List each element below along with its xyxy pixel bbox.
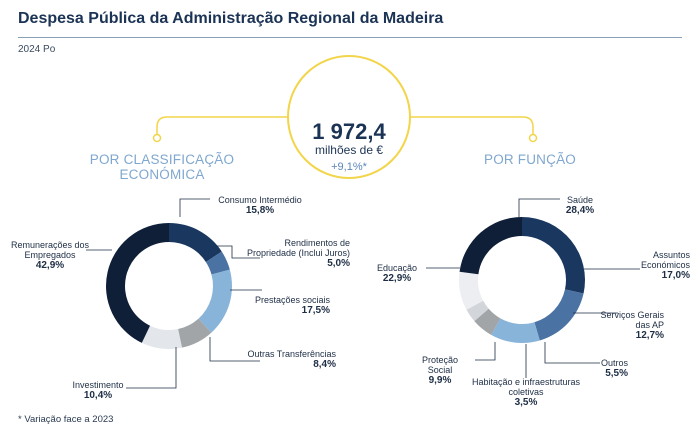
donut-slice-servi-os-gerais-das-ap bbox=[491, 318, 540, 344]
value-label: 8,4% bbox=[313, 359, 336, 370]
category-label: Outras Transferências bbox=[247, 349, 336, 359]
value-label: 22,9% bbox=[382, 273, 412, 284]
category-label: Remunerações dos Empregados bbox=[10, 240, 90, 260]
value-label: 12,7% bbox=[635, 330, 664, 341]
left-connector bbox=[156, 116, 292, 134]
donut-slice-remunera-es-dos-empregados bbox=[105, 223, 169, 343]
donut-slice-assuntos-econ-micos bbox=[534, 289, 584, 341]
value-label: 10,4% bbox=[83, 390, 113, 401]
donut-slice-presta-es-sociais bbox=[198, 269, 233, 333]
category-label: Investimento bbox=[72, 380, 124, 390]
label-educacao: Educação 22,9% bbox=[372, 263, 422, 284]
label-saude: Saúde 28,4% bbox=[552, 195, 608, 216]
donut-slice-habita-o-e-infraestruturas-coletivas bbox=[466, 300, 489, 322]
value-label: 3,5% bbox=[514, 397, 538, 408]
value-label: 9,9% bbox=[428, 375, 452, 386]
category-label: Outros bbox=[600, 358, 628, 368]
value-label: 42,9% bbox=[35, 260, 65, 271]
category-label: Saúde bbox=[566, 195, 594, 205]
label-consumo-intermedio: Consumo Intermédio 15,8% bbox=[212, 195, 308, 216]
leader-lines-right bbox=[426, 198, 640, 378]
donut-slice-outras-transfer-ncias bbox=[178, 318, 212, 348]
category-label: Serviços Gerais das AP bbox=[600, 310, 664, 330]
donut-slice-investimento bbox=[141, 325, 182, 350]
value-label: 17,5% bbox=[301, 305, 330, 316]
section-title-economic: POR CLASSIFICAÇÃO ECONÓMICA bbox=[89, 152, 235, 182]
donut-slice-educa-o bbox=[459, 217, 522, 275]
category-label: Assuntos Económicos bbox=[640, 250, 690, 270]
category-label: Educação bbox=[376, 263, 418, 273]
value-label: 5,5% bbox=[605, 368, 628, 379]
donut-economic-classification bbox=[105, 223, 233, 350]
donut-function bbox=[459, 217, 585, 344]
label-remuneracoes: Remunerações dos Empregados 42,9% bbox=[6, 240, 94, 271]
value-label: 17,0% bbox=[661, 270, 690, 281]
leader-lines-left bbox=[86, 198, 262, 389]
label-prestacoes: Prestações sociais 17,5% bbox=[240, 295, 330, 316]
label-rendimentos: Rendimentos de Propriedade (Inclui Juros… bbox=[240, 238, 350, 269]
category-label: Habitação e infraestruturas coletivas bbox=[471, 377, 581, 397]
left-connector-dot bbox=[152, 133, 162, 143]
donut-slice-consumo-interm-dio bbox=[169, 223, 222, 262]
label-protecao-social: Proteção Social 9,9% bbox=[410, 355, 470, 386]
total-expenditure-circle: 1 972,4 milhões de € +9,1%* bbox=[287, 55, 411, 179]
donut-slice-sa-de bbox=[522, 217, 585, 294]
category-label: Rendimentos de Propriedade (Inclui Juros… bbox=[246, 238, 350, 258]
donut-slice-prote-o-social bbox=[459, 271, 484, 310]
value-label: 28,4% bbox=[565, 205, 595, 216]
donut-slice-rendimentos-de-propriedade-inclui-juros- bbox=[205, 251, 230, 275]
value-label: 5,0% bbox=[327, 258, 350, 269]
right-connector-dot bbox=[528, 133, 538, 143]
category-label: Proteção Social bbox=[421, 355, 459, 375]
total-value: 1 972,4 bbox=[312, 119, 386, 144]
label-assuntos-economicos: Assuntos Económicos 17,0% bbox=[604, 250, 690, 281]
total-unit: milhões de € bbox=[314, 143, 384, 157]
label-outras-transferencias: Outras Transferências 8,4% bbox=[240, 349, 336, 370]
category-label: Prestações sociais bbox=[254, 295, 330, 305]
category-label: Consumo Intermédio bbox=[218, 195, 302, 205]
donut-slice-outros bbox=[474, 308, 501, 335]
label-investimento: Investimento 10,4% bbox=[56, 380, 140, 401]
section-title-function: POR FUNÇÃO bbox=[483, 152, 576, 167]
footnote: * Variação face a 2023 bbox=[18, 414, 114, 425]
change-value: +9,1%* bbox=[331, 161, 367, 173]
page-title: Despesa Pública da Administração Regiona… bbox=[18, 10, 444, 27]
period-label: 2024 Po bbox=[18, 44, 56, 55]
title-divider bbox=[18, 37, 682, 38]
right-connector bbox=[406, 116, 534, 134]
label-outros: Outros 5,5% bbox=[580, 358, 628, 379]
value-label: 15,8% bbox=[245, 205, 275, 216]
label-servicos-gerais: Serviços Gerais das AP 12,7% bbox=[584, 310, 664, 341]
label-habitacao: Habitação e infraestruturas coletivas 3,… bbox=[466, 377, 586, 408]
